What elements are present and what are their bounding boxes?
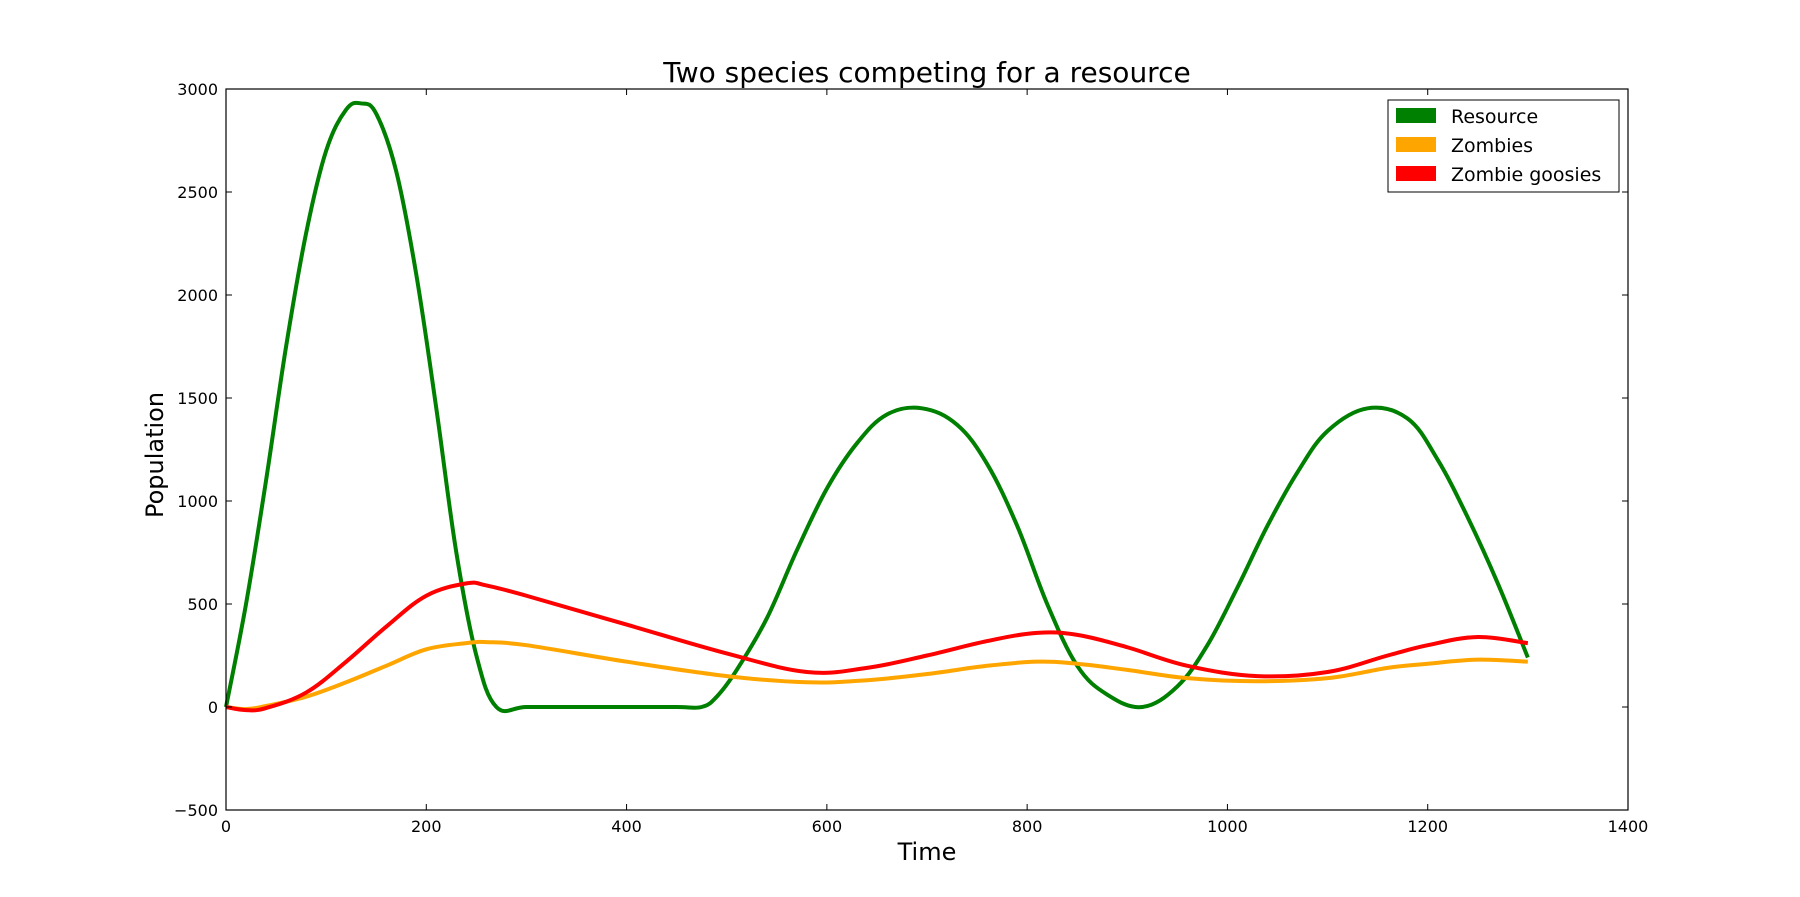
x-tick-label: 400: [611, 817, 642, 836]
ticks-layer: 0 200 400 600 800 1000 1200 1400−50005001000150…: [174, 80, 1648, 836]
x-tick-label: 1400: [1608, 817, 1649, 836]
x-tick-label: 200: [411, 817, 442, 836]
x-tick-label: 1000: [1207, 817, 1248, 836]
y-tick-label: 2000: [177, 286, 218, 305]
legend-swatch-zombie-goosies: [1396, 166, 1436, 181]
y-tick-label: 1500: [177, 389, 218, 408]
plot-frame: [225, 88, 1629, 811]
chart-title: Two species competing for a resource: [662, 56, 1190, 89]
y-axis-label: Population: [141, 392, 169, 518]
x-tick-label: 0: [221, 817, 231, 836]
legend: Resource Zombies Zombie goosies: [1387, 99, 1620, 193]
y-tick-label: 0: [208, 698, 218, 717]
legend-label-zombie-goosies: Zombie goosies: [1451, 164, 1601, 186]
x-tick-label: 600: [812, 817, 843, 836]
legend-label-zombies: Zombies: [1451, 135, 1533, 157]
legend-swatch-resource: [1396, 108, 1436, 123]
legend-items: Resource Zombies Zombie goosies: [1396, 106, 1601, 186]
x-tick-label: 800: [1012, 817, 1043, 836]
y-tick-label: 1000: [177, 492, 218, 511]
y-tick-label: 500: [187, 595, 218, 614]
series-line-zombie-goosies: [225, 580, 1529, 713]
y-tick-label: 2500: [177, 183, 218, 202]
y-tick-label: −500: [174, 801, 218, 820]
x-tick-label: 1200: [1407, 817, 1448, 836]
y-tick-label: 3000: [177, 80, 218, 99]
series-line-resource: [224, 100, 1530, 714]
series-layer: [224, 100, 1530, 714]
series-line-zombies: [225, 639, 1528, 712]
x-axis-label: Time: [897, 838, 957, 866]
legend-label-resource: Resource: [1451, 106, 1538, 128]
legend-swatch-zombies: [1396, 137, 1436, 152]
